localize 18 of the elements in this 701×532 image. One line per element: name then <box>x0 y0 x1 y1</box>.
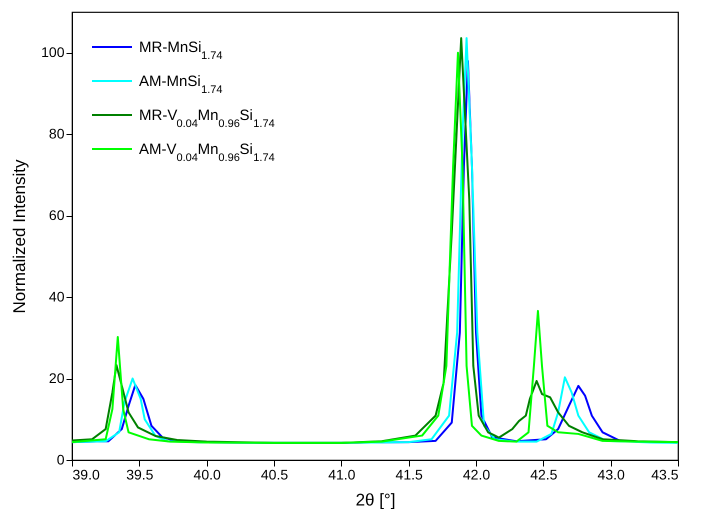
y-axis-title: Normalized Intensity <box>10 159 30 314</box>
y-tick-label: 100 <box>41 44 65 60</box>
y-tick-label: 40 <box>48 288 65 305</box>
x-tick-label: 42.5 <box>530 466 558 482</box>
x-tick-label: 42.0 <box>462 466 490 482</box>
y-tick-label: 80 <box>48 126 65 142</box>
x-tick-label: 40.5 <box>260 466 288 482</box>
y-tick-label: 0 <box>56 452 65 468</box>
x-tick-label: 43.5 <box>651 466 679 482</box>
y-tick-label: 20 <box>48 370 65 386</box>
x-tick-label: 40.0 <box>194 466 222 482</box>
x-tick-label: 41.5 <box>396 466 424 482</box>
x-tick-label: 41.0 <box>328 466 356 482</box>
x-tick-label: 39.0 <box>72 466 100 482</box>
y-tick-label: 60 <box>48 207 65 224</box>
x-axis-title: 2θ [°] <box>356 490 396 510</box>
x-tick-label: 39.5 <box>126 466 154 482</box>
x-tick-label: 43.0 <box>598 466 626 482</box>
